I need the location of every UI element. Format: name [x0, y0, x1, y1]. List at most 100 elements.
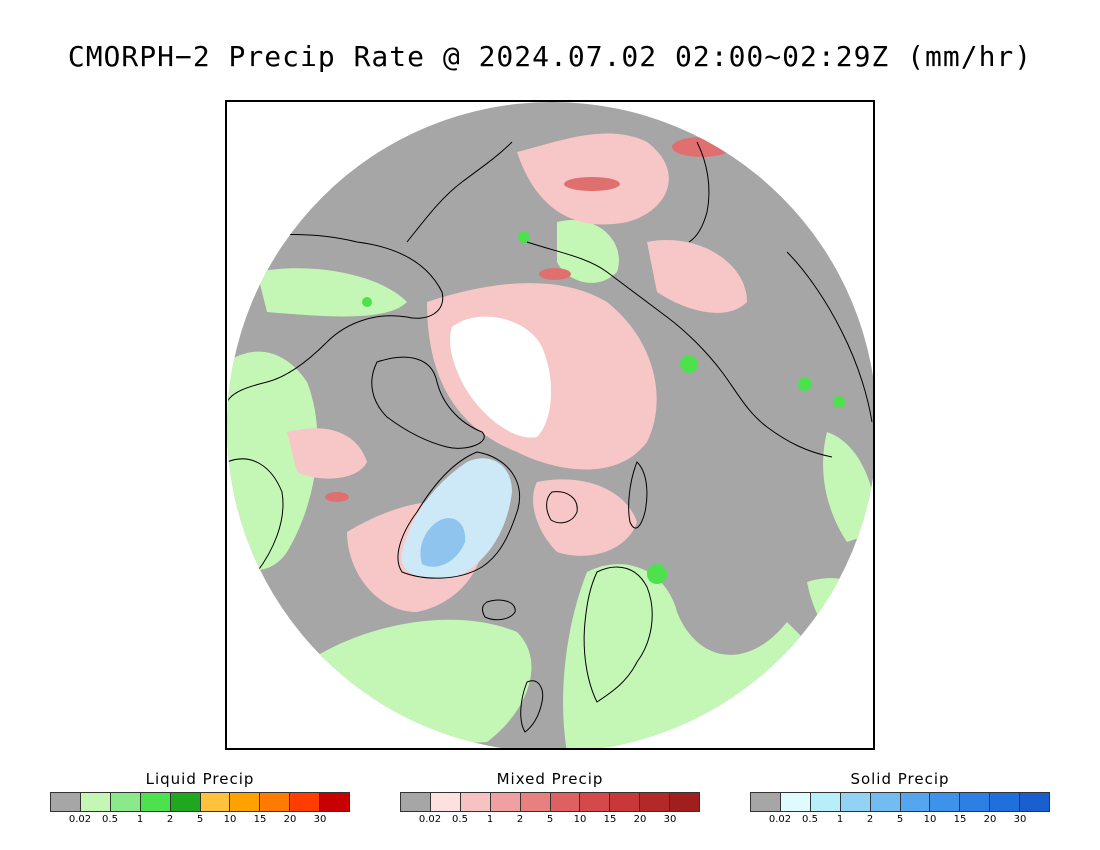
legend-swatch [751, 793, 781, 811]
precip-map [225, 100, 875, 750]
legend-swatch [640, 793, 671, 811]
legend-swatch [430, 793, 461, 811]
map-title: CMORPH−2 Precip Rate @ 2024.07.02 02:00~… [67, 40, 1033, 73]
legend-tick-label: 0.02 [768, 814, 792, 825]
legend-tick-label: 0.5 [802, 814, 818, 825]
legend-tick-label: 2 [166, 814, 174, 825]
legend-tick-label: 30 [1013, 814, 1027, 825]
legend-tick-label: 10 [573, 814, 587, 825]
legend-swatch [110, 793, 141, 811]
legend-swatch [260, 793, 291, 811]
coastline-east-asia [786, 251, 873, 423]
liquid-cell [798, 377, 812, 391]
coastline-iceland [482, 599, 516, 621]
legend-swatch [520, 793, 551, 811]
coastlines [227, 141, 873, 733]
legend-swatch [780, 793, 811, 811]
legend-tick-label: 1 [136, 814, 144, 825]
legend-tick-label: 2 [866, 814, 874, 825]
mixed-cell [539, 268, 571, 280]
legend-tick-label: 0.5 [452, 814, 468, 825]
mixed-area-siberia-east [647, 240, 747, 313]
legend-tick-label: 2 [516, 814, 524, 825]
legend-ticks-solid: 0.02 0.5 1 2 5 10 15 20 30 [750, 812, 1050, 828]
legend-swatch [51, 793, 81, 811]
legend-swatch [320, 793, 350, 811]
legend-tick-label: 0.5 [102, 814, 118, 825]
legend-swatch [401, 793, 431, 811]
liquid-area-pacific [823, 432, 873, 542]
legend-tick-label: 30 [663, 814, 677, 825]
legend-swatch [930, 793, 961, 811]
legend-tick-label: 0.02 [68, 814, 92, 825]
coastline-north-america [227, 234, 444, 403]
legend-mixed-precip: Mixed Precip 0.02 0.5 1 2 5 10 15 20 30 [400, 770, 700, 828]
legend-swatch [580, 793, 611, 811]
liquid-area-canada [227, 351, 318, 571]
legend-ticks-liquid: 0.02 0.5 1 2 5 10 15 20 30 [50, 812, 350, 828]
coastline-canadian-archipelago [371, 356, 485, 449]
liquid-heavy-cells [362, 231, 845, 584]
mixed-area-canadian-arctic [287, 428, 367, 479]
liquid-cell [362, 297, 372, 307]
coastline-svalbard [546, 491, 578, 524]
legend-colorbar-liquid [50, 792, 350, 812]
legend-tick-label: 30 [313, 814, 327, 825]
legend-swatch [290, 793, 321, 811]
legend-tick-label: 10 [223, 814, 237, 825]
legend-tick-label: 10 [923, 814, 937, 825]
legend-title-solid: Solid Precip [850, 770, 950, 788]
legend-tick-label: 5 [896, 814, 904, 825]
coastline-siberia [526, 241, 833, 458]
coastline-novaya-zemlya [628, 461, 648, 529]
solid-heavy-area-greenland [420, 518, 466, 567]
coastline-alaska [406, 141, 513, 243]
legend-tick-label: 5 [546, 814, 554, 825]
mixed-cell [564, 177, 620, 191]
liquid-area-siberia [557, 220, 619, 283]
legend-title-liquid: Liquid Precip [145, 770, 255, 788]
legend-tick-label: 20 [633, 814, 647, 825]
legend-tick-label: 15 [253, 814, 267, 825]
legend-colorbar-mixed [400, 792, 700, 812]
legend-swatch [1020, 793, 1050, 811]
legend-tick-label: 5 [196, 814, 204, 825]
legend-tick-label: 15 [603, 814, 617, 825]
legend-swatch [840, 793, 871, 811]
legend-tick-label: 15 [953, 814, 967, 825]
liquid-cell [833, 396, 845, 408]
coastline-uk [520, 680, 544, 733]
legend-title-mixed: Mixed Precip [496, 770, 604, 788]
coastline-scandinavia [583, 566, 653, 703]
legend-swatch [170, 793, 201, 811]
legend-swatch [490, 793, 521, 811]
legend-swatch [870, 793, 901, 811]
legend-tick-label: 1 [836, 814, 844, 825]
legend-swatch [670, 793, 700, 811]
legend-swatch [140, 793, 171, 811]
legend-swatch [80, 793, 111, 811]
legend-swatch [810, 793, 841, 811]
coastline-greenland [397, 451, 521, 579]
legend-solid-precip: Solid Precip 0.02 0.5 1 2 5 10 15 20 30 [750, 770, 1050, 828]
legend-swatch [550, 793, 581, 811]
liquid-area-pacific-east [807, 578, 873, 662]
liquid-cell [647, 564, 667, 584]
legend-swatch [230, 793, 261, 811]
legend-liquid-precip: Liquid Precip 0.02 0.5 1 2 5 10 15 20 30 [50, 770, 350, 828]
legend-swatch [990, 793, 1021, 811]
legend-swatch [610, 793, 641, 811]
legend-swatch [900, 793, 931, 811]
legend-swatch [960, 793, 991, 811]
mixed-area-barents [533, 479, 637, 556]
legend-swatch [460, 793, 491, 811]
ice-cap [450, 316, 552, 438]
coastline-kamchatka [688, 141, 710, 243]
liquid-cell [518, 231, 530, 243]
legend-tick-label: 1 [486, 814, 494, 825]
legend-colorbar-solid [750, 792, 1050, 812]
mixed-cell [325, 492, 349, 502]
legend-tick-label: 20 [983, 814, 997, 825]
legend-ticks-mixed: 0.02 0.5 1 2 5 10 15 20 30 [400, 812, 700, 828]
precip-map-svg [227, 102, 873, 748]
